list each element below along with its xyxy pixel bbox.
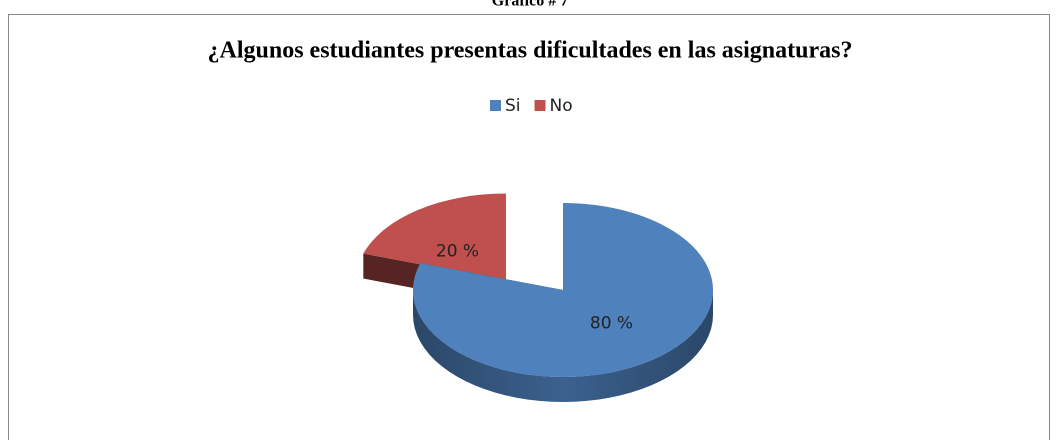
legend-swatch — [490, 100, 501, 111]
pie: 20 % 80 % — [363, 193, 714, 402]
pie-slice — [413, 203, 714, 402]
slice-wall — [413, 290, 713, 402]
slice-top — [363, 193, 506, 281]
legend-swatch — [534, 100, 546, 111]
legend: Si No — [490, 96, 573, 116]
legend-label: No — [550, 96, 573, 116]
data-label: 20 % — [436, 242, 479, 262]
chart-title: ¿Algunos estudiantes presentas dificulta… — [208, 38, 853, 64]
data-label: 80 % — [590, 314, 633, 334]
slice-top — [413, 203, 714, 377]
caption: Gráfico # 7 — [492, 0, 568, 10]
chart-frame — [8, 14, 1050, 440]
legend-label: Si — [505, 96, 521, 116]
